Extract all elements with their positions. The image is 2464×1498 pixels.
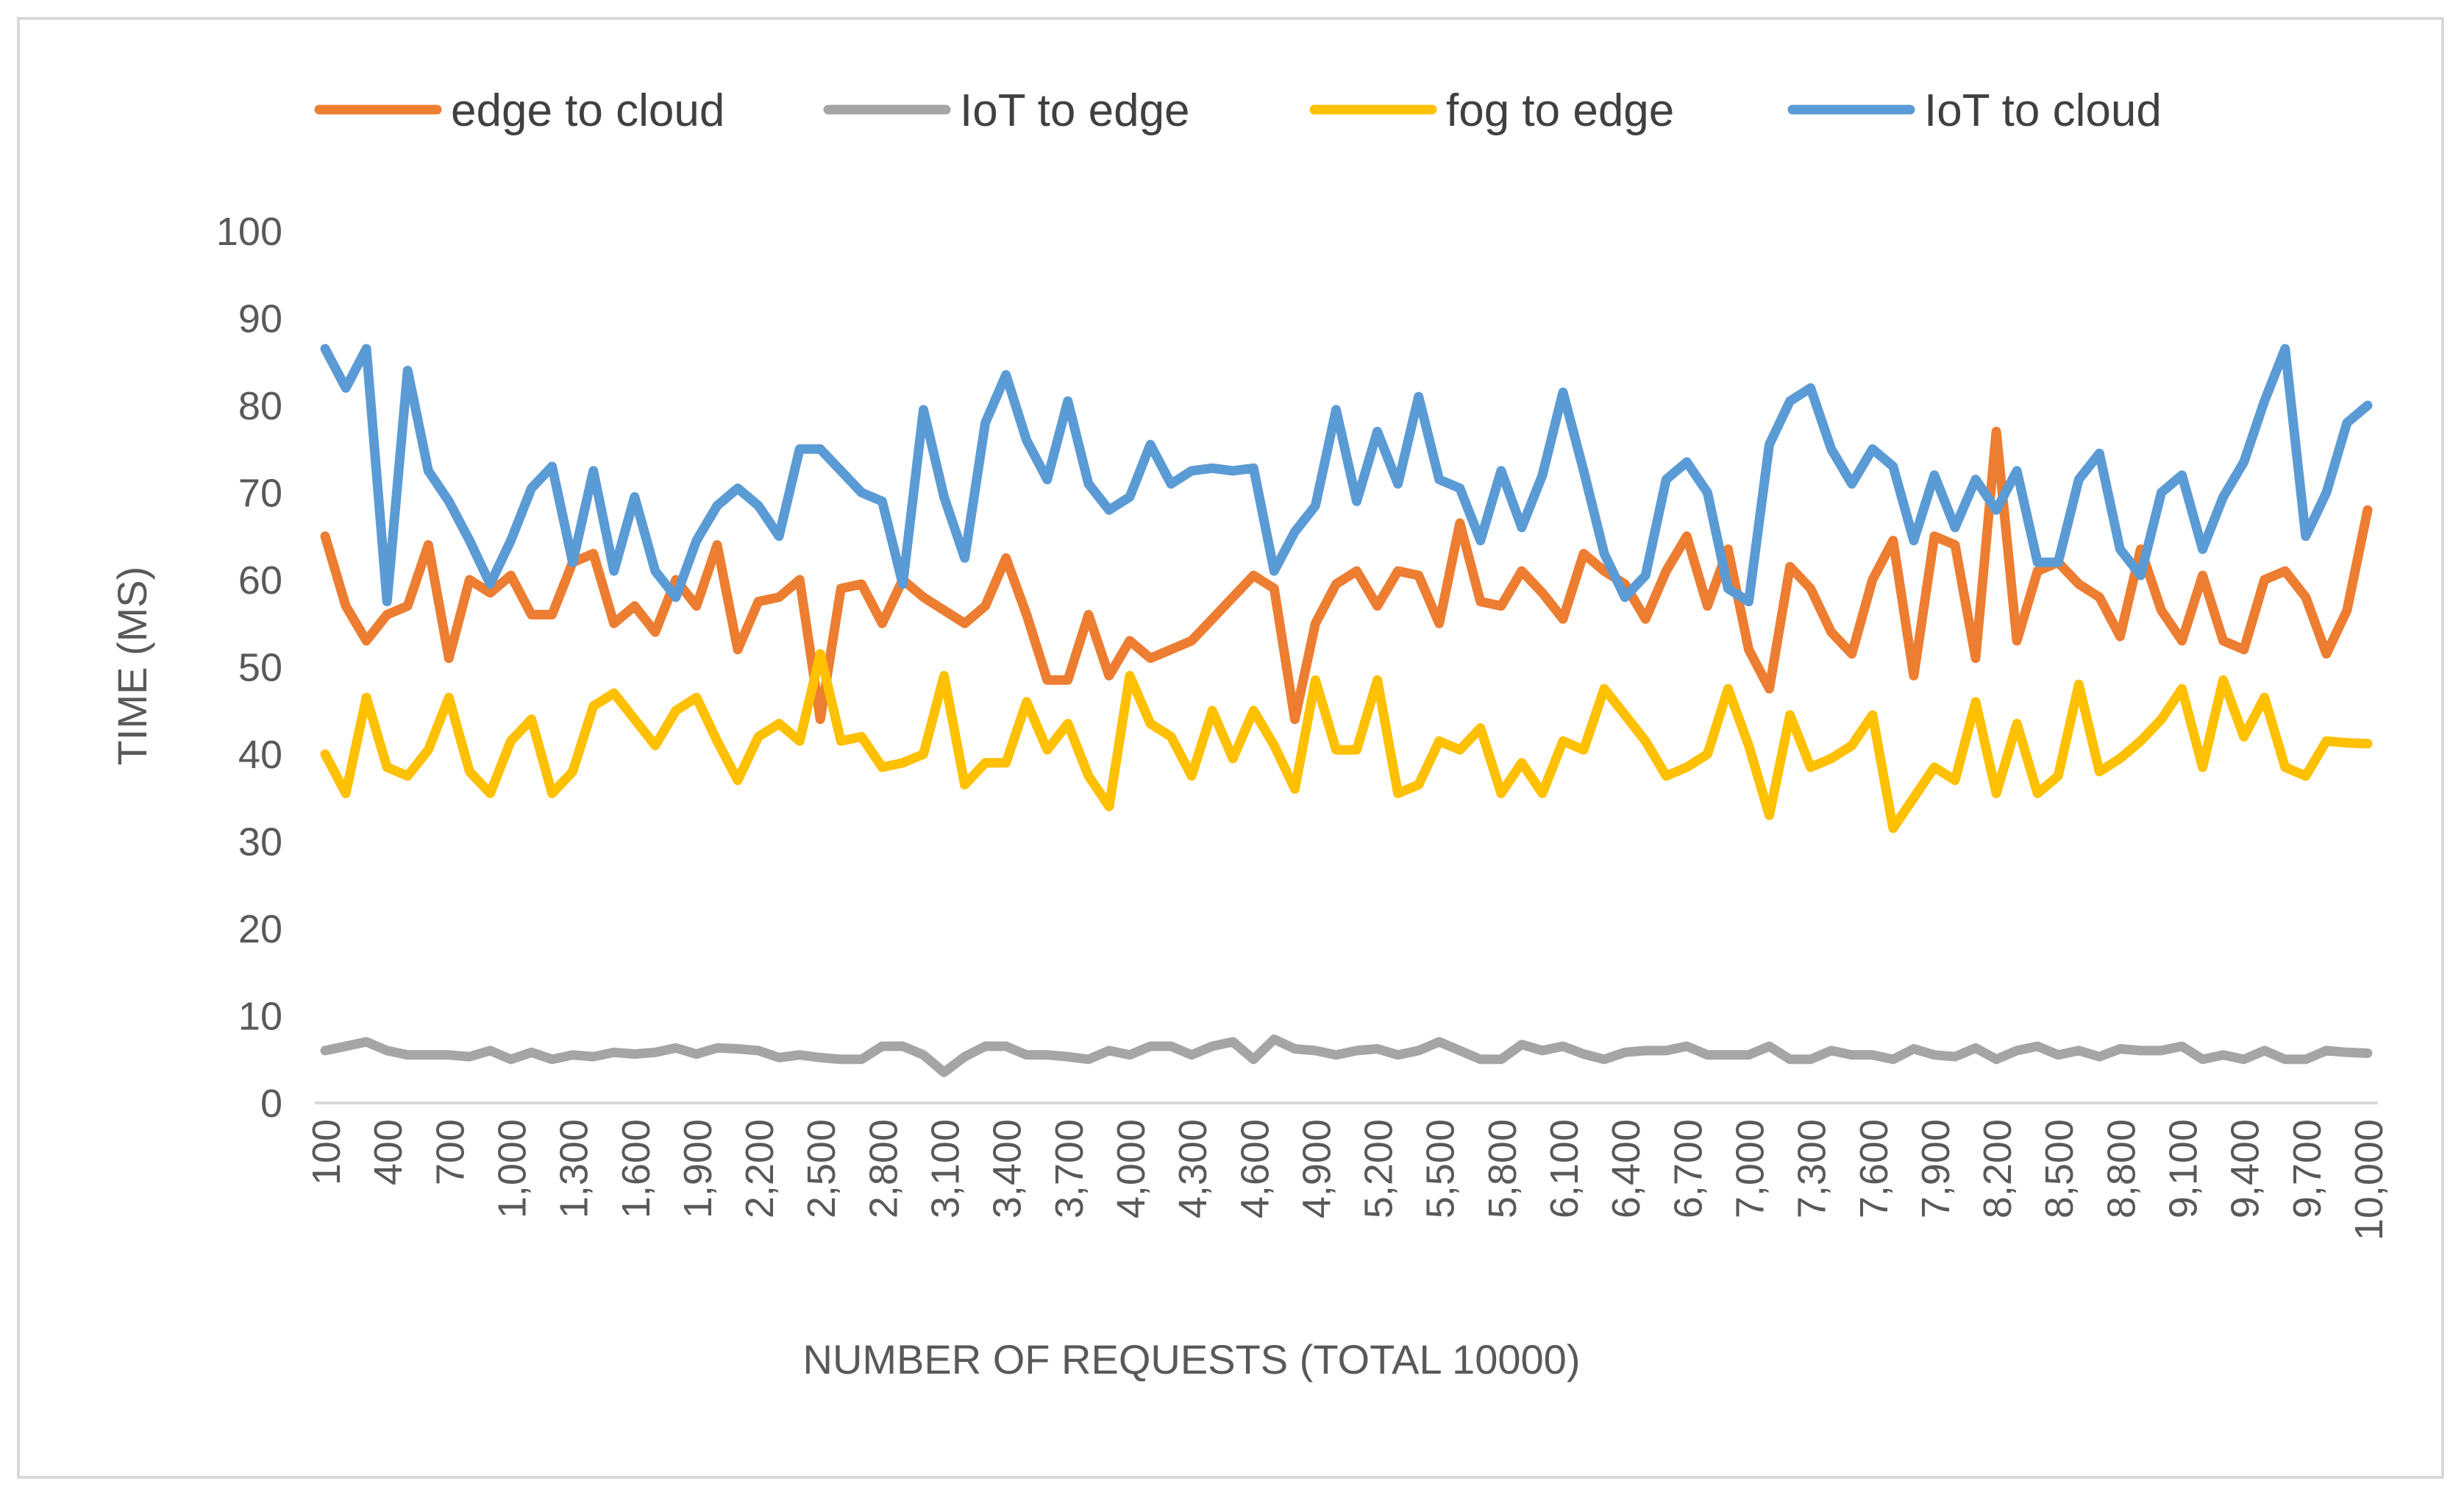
legend-entry-iot-to-cloud: IoT to cloud — [1787, 85, 2162, 136]
y-tick-label: 30 — [238, 820, 282, 865]
x-tick-label: 100 — [305, 1119, 349, 1185]
x-tick-label: 10,000 — [2347, 1119, 2391, 1240]
x-tick-label: 3,100 — [924, 1119, 968, 1218]
y-tick-label: 100 — [216, 210, 282, 254]
x-tick-label: 4,000 — [1109, 1119, 1153, 1218]
legend-label-iot-to-cloud: IoT to cloud — [1924, 85, 2162, 136]
y-axis-title: TIME (MS) — [109, 567, 155, 766]
x-tick-label: 8,500 — [2037, 1119, 2082, 1218]
x-tick-label: 4,300 — [1171, 1119, 1215, 1218]
chart-frame: edge to cloud IoT to edge fog to edge Io… — [17, 17, 2444, 1479]
x-tick-label: 3,400 — [986, 1119, 1030, 1218]
series-line-fog-to-edge — [320, 649, 2373, 834]
x-tick-label: 1,600 — [614, 1119, 658, 1218]
plot-area — [320, 344, 2373, 1077]
x-tick-label: 5,500 — [1419, 1119, 1463, 1218]
y-tick-label: 10 — [238, 995, 282, 1039]
x-tick-label: 3,700 — [1047, 1119, 1092, 1218]
y-tick-label: 20 — [238, 907, 282, 951]
x-tick-label: 6,400 — [1604, 1119, 1648, 1218]
x-tick-label: 2,800 — [861, 1119, 905, 1218]
x-tick-label: 1,300 — [552, 1119, 597, 1218]
y-tick-label: 70 — [238, 472, 282, 516]
y-tick-label: 60 — [238, 558, 282, 603]
x-tick-label: 8,200 — [1976, 1119, 2020, 1218]
x-tick-label: 1,900 — [676, 1119, 720, 1218]
y-tick-label: 50 — [238, 646, 282, 690]
x-axis: 100 400 700 1,000 1,300 1,600 1,900 2,200 2,500 2… — [305, 1101, 2391, 1240]
x-tick-label: 1,000 — [490, 1119, 534, 1218]
x-tick-label: 400 — [366, 1119, 410, 1185]
y-tick-label: 40 — [238, 733, 282, 777]
x-tick-label: 8,800 — [2099, 1119, 2143, 1218]
legend-entry-fog-to-edge: fog to edge — [1309, 85, 1674, 136]
x-tick-label: 6,700 — [1666, 1119, 1710, 1218]
y-tick-label: 90 — [238, 297, 282, 341]
series-line-iot-to-edge — [320, 1034, 2373, 1077]
y-tick-label: 0 — [260, 1082, 282, 1126]
x-tick-label: 9,700 — [2285, 1119, 2329, 1218]
x-tick-label: 7,600 — [1852, 1119, 1896, 1218]
legend-label-edge-to-cloud: edge to cloud — [451, 85, 724, 136]
series-line-iot-to-cloud — [320, 344, 2373, 607]
x-tick-label: 2,500 — [800, 1119, 844, 1218]
series-line-edge-to-cloud — [320, 427, 2373, 725]
y-tick-label: 80 — [238, 384, 282, 428]
line-chart: edge to cloud IoT to edge fog to edge Io… — [109, 85, 2391, 1382]
x-axis-title: NUMBER OF REQUESTS (TOTAL 10000) — [803, 1336, 1581, 1382]
x-tick-label: 7,000 — [1728, 1119, 1772, 1218]
x-tick-label: 2,200 — [738, 1119, 782, 1218]
x-tick-label: 9,400 — [2223, 1119, 2268, 1218]
x-tick-label: 5,800 — [1481, 1119, 1525, 1218]
legend-entry-iot-to-edge: IoT to edge — [823, 85, 1190, 136]
y-axis: 0 10 20 30 40 50 60 70 80 90 100 — [216, 210, 282, 1126]
legend-entry-edge-to-cloud: edge to cloud — [314, 85, 724, 136]
legend: edge to cloud IoT to edge fog to edge Io… — [314, 85, 2162, 136]
legend-label-iot-to-edge: IoT to edge — [960, 85, 1190, 136]
x-tick-label: 4,600 — [1233, 1119, 1277, 1218]
x-tick-label: 7,300 — [1790, 1119, 1834, 1218]
x-tick-label: 700 — [428, 1119, 472, 1185]
x-tick-label: 9,100 — [2162, 1119, 2206, 1218]
legend-label-fog-to-edge: fog to edge — [1446, 85, 1674, 136]
x-tick-label: 6,100 — [1542, 1119, 1587, 1218]
x-tick-label: 5,200 — [1357, 1119, 1401, 1218]
x-tick-label: 4,900 — [1295, 1119, 1339, 1218]
x-tick-label: 7,900 — [1914, 1119, 1958, 1218]
